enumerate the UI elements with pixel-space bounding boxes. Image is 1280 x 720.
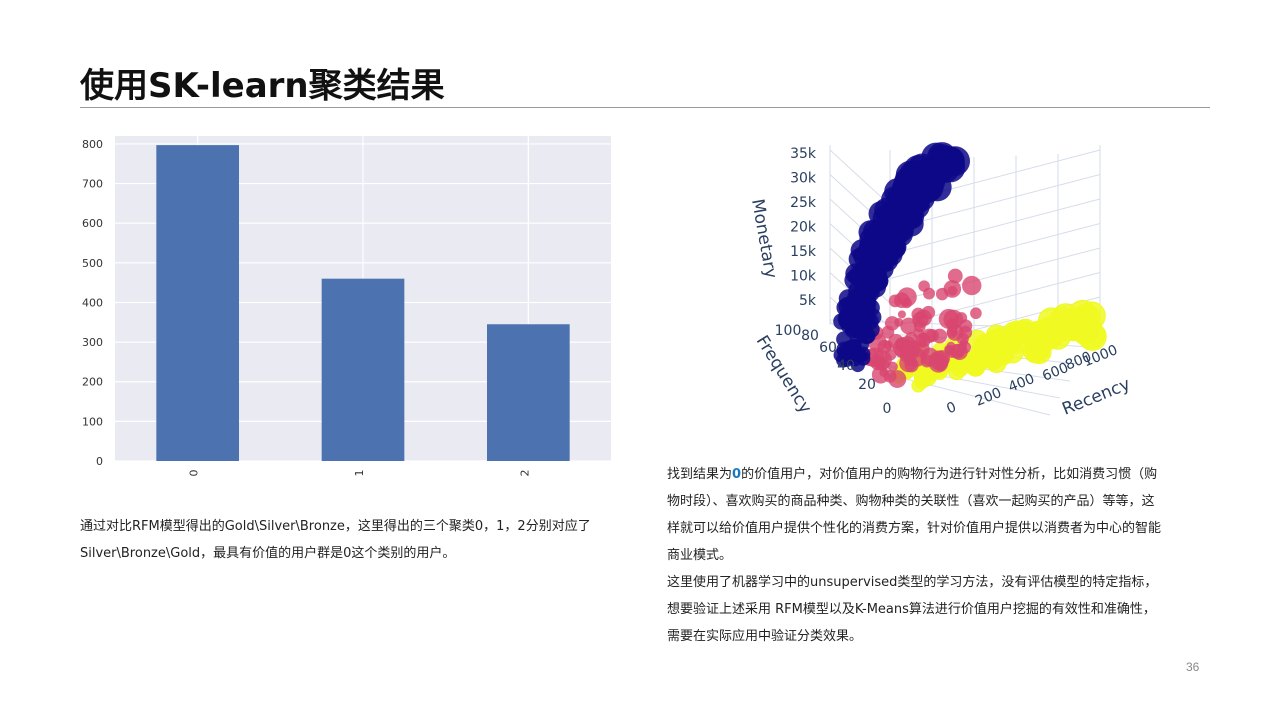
recency-axis-label: Recency bbox=[1059, 374, 1133, 419]
point-cluster-1 bbox=[911, 307, 926, 322]
cluster-3d-scatter: 5k 10k 15k 20k 25k 30k 35k Monetary 0 20 40 60 80 100… bbox=[700, 120, 1140, 434]
monetary-tick-label: 15k bbox=[790, 244, 817, 260]
frequency-tick-label: 80 bbox=[801, 328, 819, 344]
frequency-tick-label: 0 bbox=[883, 401, 892, 417]
title-divider bbox=[80, 107, 1210, 108]
point-cluster-2 bbox=[991, 337, 1014, 361]
point-cluster-2 bbox=[970, 341, 992, 362]
point-cluster-1 bbox=[888, 370, 907, 388]
point-cluster-1 bbox=[928, 352, 949, 373]
right-description: 找到结果为0的价值用户，对价值用户的购物行为进行针对性分析，比如消费习惯（购物时… bbox=[667, 461, 1167, 650]
point-cluster-1 bbox=[932, 328, 948, 344]
frequency-axis-label: Frequency bbox=[752, 332, 816, 417]
y-tick-label: 800 bbox=[82, 138, 103, 151]
point-cluster-0 bbox=[866, 263, 888, 285]
point-cluster-1 bbox=[947, 268, 963, 284]
y-tick-label: 300 bbox=[82, 336, 103, 349]
point-cluster-0 bbox=[864, 247, 887, 269]
frequency-tick-label: 40 bbox=[837, 358, 855, 374]
point-cluster-1 bbox=[884, 316, 900, 331]
x-tick-label: 2 bbox=[518, 470, 531, 477]
frequency-tick-label: 20 bbox=[858, 377, 876, 393]
x-tick-label: 0 bbox=[188, 470, 201, 477]
y-tick-label: 700 bbox=[82, 178, 103, 191]
point-cluster-0 bbox=[841, 346, 857, 362]
monetary-axis-label: Monetary bbox=[747, 197, 781, 280]
cluster-count-bar-chart: 0 100 200 300 400 500 600 700 800 0 1 2 bbox=[70, 130, 630, 494]
left-description: 通过对比RFM模型得出的Gold\Silver\Bronze，这里得出的三个聚类… bbox=[80, 519, 591, 561]
point-cluster-1 bbox=[897, 310, 906, 319]
point-cluster-0 bbox=[854, 276, 875, 297]
y-tick-label: 500 bbox=[82, 257, 103, 270]
y-tick-label: 400 bbox=[82, 296, 103, 309]
y-tick-label: 600 bbox=[82, 217, 103, 230]
method-paragraph: 这里使用了机器学习中的unsupervised类型的学习方法，没有评估模型的特定… bbox=[667, 575, 1158, 644]
point-cluster-1 bbox=[970, 307, 982, 320]
monetary-tick-label: 5k bbox=[799, 293, 817, 309]
point-cluster-2 bbox=[1046, 311, 1074, 339]
analysis-body: 的价值用户，对价值用户的购物行为进行针对性分析，比如消费习惯（购物时段）、喜欢购… bbox=[667, 467, 1162, 563]
point-cluster-2 bbox=[1013, 318, 1038, 343]
point-cluster-0 bbox=[854, 337, 869, 353]
point-cluster-1 bbox=[955, 312, 968, 324]
point-cluster-1 bbox=[913, 328, 924, 339]
point-cluster-2 bbox=[1072, 319, 1098, 345]
monetary-tick-label: 35k bbox=[790, 146, 817, 162]
point-cluster-1 bbox=[892, 338, 912, 358]
point-cluster-0 bbox=[874, 223, 899, 248]
bar-cluster-1 bbox=[321, 278, 405, 461]
monetary-tick-label: 25k bbox=[790, 195, 817, 211]
point-cluster-0 bbox=[836, 331, 852, 347]
point-cluster-0 bbox=[862, 320, 880, 338]
point-cluster-0 bbox=[894, 167, 923, 195]
point-cluster-0 bbox=[840, 316, 859, 334]
point-cluster-1 bbox=[935, 287, 949, 301]
point-cluster-1 bbox=[877, 339, 892, 354]
scatter-points bbox=[833, 142, 1107, 393]
frequency-tick-label: 60 bbox=[819, 340, 837, 356]
bar-cluster-0 bbox=[156, 145, 239, 462]
monetary-tick-label: 20k bbox=[790, 220, 817, 236]
point-cluster-1 bbox=[901, 297, 912, 309]
point-cluster-1 bbox=[962, 275, 982, 296]
point-cluster-1 bbox=[912, 340, 930, 358]
point-cluster-1 bbox=[946, 341, 956, 351]
slide-title: 使用SK-learn聚类结果 bbox=[80, 66, 445, 106]
point-cluster-2 bbox=[916, 372, 933, 388]
point-cluster-1 bbox=[946, 327, 958, 339]
point-cluster-1 bbox=[958, 341, 972, 354]
monetary-tick-label: 10k bbox=[790, 269, 817, 285]
point-cluster-1 bbox=[900, 317, 918, 335]
y-tick-label: 100 bbox=[82, 415, 103, 428]
cluster-highlight: 0 bbox=[732, 467, 742, 482]
y-tick-label: 200 bbox=[82, 376, 103, 389]
point-cluster-1 bbox=[887, 361, 898, 372]
bar-cluster-2 bbox=[487, 324, 570, 461]
analysis-prefix: 找到结果为 bbox=[667, 467, 733, 482]
recency-tick-label: 400 bbox=[1006, 371, 1037, 396]
scatter-3d-svg: 5k 10k 15k 20k 25k 30k 35k Monetary 0 20406080100… bbox=[747, 142, 1133, 420]
point-cluster-0 bbox=[856, 351, 871, 366]
bar-chart-svg: 0 100 200 300 400 500 600 700 800 0 1 2 bbox=[82, 136, 611, 477]
point-cluster-0 bbox=[927, 142, 958, 173]
x-tick-label: 1 bbox=[353, 470, 366, 477]
point-cluster-1 bbox=[879, 368, 888, 377]
frequency-tick-label: 100 bbox=[775, 323, 802, 339]
y-tick-label: 0 bbox=[96, 455, 103, 468]
analysis-paragraph: 找到结果为0的价值用户，对价值用户的购物行为进行针对性分析，比如消费习惯（购物时… bbox=[667, 461, 1167, 569]
monetary-tick-label: 30k bbox=[790, 171, 817, 187]
recency-tick-label: 0 bbox=[944, 399, 958, 417]
page-number: 36 bbox=[1186, 660, 1200, 674]
recency-tick-label: 200 bbox=[973, 385, 1004, 410]
point-cluster-1 bbox=[918, 280, 930, 292]
